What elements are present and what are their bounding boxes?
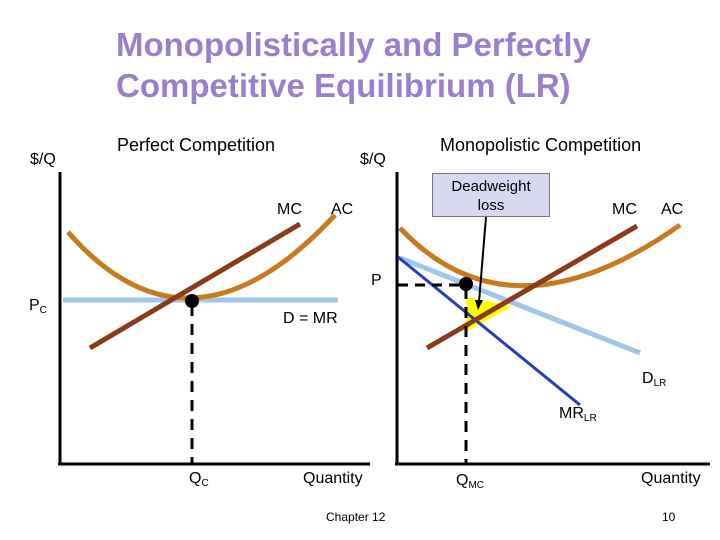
left-equilibrium-point — [185, 294, 199, 308]
right-y-axis-label: $/Q — [360, 151, 386, 168]
right-equilibrium-point — [459, 277, 473, 291]
left-price-label: PC — [29, 297, 47, 316]
left-x-axis-label: Quantity — [303, 470, 363, 487]
title-line-1: Monopolistically and Perfectly — [116, 26, 591, 63]
right-quantity-label: QMC — [456, 472, 485, 491]
right-x-axis-label: Quantity — [641, 470, 701, 487]
right-mc-label: MC — [612, 201, 637, 218]
right-demand-curve — [399, 255, 641, 356]
right-price-label: P — [371, 272, 382, 289]
right-ac-label: AC — [661, 201, 684, 218]
left-ac-label: AC — [331, 201, 354, 218]
right-panel-heading: Monopolistic Competition — [440, 135, 642, 155]
right-mr-line — [397, 255, 581, 407]
footer-chapter: Chapter 12 — [326, 510, 386, 524]
left-y-axis-label: $/Q — [30, 151, 56, 168]
left-demand-label: D = MR — [283, 310, 338, 327]
title-line-2: Competitive Equilibrium (LR) — [116, 67, 571, 104]
slide-title: Monopolistically and Perfectly Competiti… — [116, 24, 591, 106]
left-quantity-label: QC — [189, 470, 209, 489]
right-demand-label: DLR — [642, 370, 667, 389]
right-ac-curve — [398, 222, 682, 289]
deadweight-line-2: loss — [477, 197, 505, 214]
left-panel-heading: Perfect Competition — [117, 135, 276, 155]
deadweight-pointer-arrow — [475, 300, 483, 310]
page-number: 10 — [662, 510, 676, 524]
deadweight-pointer-line — [478, 216, 487, 303]
right-mr-label: MRLR — [559, 405, 597, 424]
left-mc-curve — [88, 221, 302, 351]
deadweight-line-1: Deadweight — [451, 178, 531, 195]
right-mc-curve — [425, 223, 639, 351]
deadweight-loss-callout: Deadweight loss — [432, 173, 550, 217]
left-mc-label: MC — [277, 201, 302, 218]
